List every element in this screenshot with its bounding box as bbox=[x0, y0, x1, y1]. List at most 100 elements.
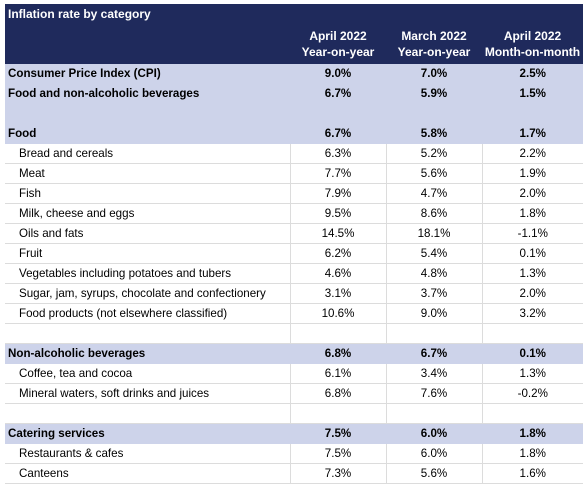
value-march-yoy bbox=[385, 103, 482, 124]
value-march-yoy bbox=[385, 323, 482, 344]
value-april-mom: 1.5% bbox=[481, 83, 583, 104]
value-april-mom: 1.8% bbox=[481, 423, 583, 444]
value-march-yoy: 7.6% bbox=[385, 383, 482, 404]
value-april-mom: -1.1% bbox=[481, 223, 583, 244]
table-row: Non-alcoholic beverages 6.8% 6.7% 0.1% bbox=[5, 343, 583, 364]
value-april-mom: 2.2% bbox=[481, 143, 583, 164]
column-header-line1: April 2022 bbox=[309, 29, 367, 43]
value-march-yoy: 8.6% bbox=[385, 203, 482, 224]
column-header-line1: April 2022 bbox=[503, 29, 562, 43]
value-april-yoy: 10.6% bbox=[289, 303, 386, 324]
value-april-yoy bbox=[289, 103, 386, 124]
value-march-yoy: 4.8% bbox=[385, 263, 482, 284]
row-label: Oils and fats bbox=[5, 223, 290, 244]
value-april-yoy: 7.5% bbox=[289, 423, 386, 444]
table-row: Consumer Price Index (CPI) 9.0% 7.0% 2.5% bbox=[5, 64, 583, 84]
value-march-yoy: 6.7% bbox=[385, 343, 482, 364]
value-april-mom bbox=[481, 323, 583, 344]
row-label: Vegetables including potatoes and tubers bbox=[5, 263, 290, 284]
row-label bbox=[5, 403, 290, 424]
table-row: Food and non-alcoholic beverages 6.7% 5.9%… bbox=[5, 83, 583, 104]
row-label bbox=[5, 103, 290, 124]
value-march-yoy bbox=[385, 403, 482, 424]
value-april-yoy bbox=[289, 323, 386, 344]
value-april-mom: 1.7% bbox=[481, 123, 583, 144]
value-april-mom: 1.8% bbox=[481, 203, 583, 224]
value-april-yoy: 14.5% bbox=[289, 223, 386, 244]
row-label bbox=[5, 323, 290, 344]
value-march-yoy: 18.1% bbox=[385, 223, 482, 244]
row-label: Food products (not elsewhere classified) bbox=[5, 303, 290, 324]
table-row: Bread and cereals 6.3% 5.2% 2.2% bbox=[5, 143, 583, 164]
column-header-row: April 2022 Year-on-year March 2022 Year-… bbox=[5, 24, 583, 64]
table-row: Food 6.7% 5.8% 1.7% bbox=[5, 123, 583, 144]
column-header-line2: Year-on-year bbox=[397, 45, 471, 59]
column-header-april-mom: April 2022 Month-on-month bbox=[482, 24, 583, 64]
value-april-yoy: 6.7% bbox=[289, 123, 386, 144]
value-april-yoy: 6.8% bbox=[289, 383, 386, 404]
value-march-yoy: 5.2% bbox=[385, 143, 482, 164]
value-april-yoy: 4.6% bbox=[289, 263, 386, 284]
value-april-yoy: 7.3% bbox=[289, 463, 386, 484]
column-header-line1: March 2022 bbox=[401, 29, 467, 43]
row-label: Milk, cheese and eggs bbox=[5, 203, 290, 224]
row-label: Restaurants & cafes bbox=[5, 443, 290, 464]
value-april-yoy: 7.7% bbox=[289, 163, 386, 184]
value-march-yoy: 4.7% bbox=[385, 183, 482, 204]
column-header-march-yoy: March 2022 Year-on-year bbox=[386, 24, 482, 64]
value-april-yoy: 3.1% bbox=[289, 283, 386, 304]
value-april-mom: 1.3% bbox=[481, 263, 583, 284]
row-label: Fruit bbox=[5, 243, 290, 264]
value-april-yoy: 6.2% bbox=[289, 243, 386, 264]
table-row: Food products (not elsewhere classified)… bbox=[5, 303, 583, 324]
value-april-yoy bbox=[289, 403, 386, 424]
row-label: Sugar, jam, syrups, chocolate and confec… bbox=[5, 283, 290, 304]
table-row: Fruit 6.2% 5.4% 0.1% bbox=[5, 243, 583, 264]
table-row: Catering services 7.5% 6.0% 1.8% bbox=[5, 423, 583, 444]
row-label: Food and non-alcoholic beverages bbox=[5, 83, 290, 104]
value-march-yoy: 7.0% bbox=[385, 64, 482, 84]
inflation-table-container: Inflation rate by category April 2022 Ye… bbox=[5, 4, 583, 484]
row-label: Canteens bbox=[5, 463, 290, 484]
value-april-yoy: 6.8% bbox=[289, 343, 386, 364]
table-row: Meat 7.7% 5.6% 1.9% bbox=[5, 163, 583, 184]
value-april-yoy: 6.1% bbox=[289, 363, 386, 384]
value-march-yoy: 5.8% bbox=[385, 123, 482, 144]
table-row: Coffee, tea and cocoa 6.1% 3.4% 1.3% bbox=[5, 363, 583, 384]
table-row bbox=[5, 103, 583, 124]
value-april-yoy: 9.0% bbox=[289, 64, 386, 84]
value-april-mom: 3.2% bbox=[481, 303, 583, 324]
value-april-mom: 2.0% bbox=[481, 183, 583, 204]
table-row: Vegetables including potatoes and tubers… bbox=[5, 263, 583, 284]
table-row: Oils and fats 14.5% 18.1% -1.1% bbox=[5, 223, 583, 244]
table-row bbox=[5, 323, 583, 344]
value-march-yoy: 3.7% bbox=[385, 283, 482, 304]
value-march-yoy: 5.6% bbox=[385, 163, 482, 184]
value-april-yoy: 7.5% bbox=[289, 443, 386, 464]
row-label: Meat bbox=[5, 163, 290, 184]
value-march-yoy: 6.0% bbox=[385, 443, 482, 464]
value-april-mom bbox=[481, 103, 583, 124]
inflation-table: Consumer Price Index (CPI) 9.0% 7.0% 2.5% Fo… bbox=[5, 64, 583, 484]
value-april-yoy: 9.5% bbox=[289, 203, 386, 224]
value-april-mom: 0.1% bbox=[481, 343, 583, 364]
value-april-mom: 2.0% bbox=[481, 283, 583, 304]
row-label: Food bbox=[5, 123, 290, 144]
value-april-mom: 0.1% bbox=[481, 243, 583, 264]
header-spacer bbox=[5, 24, 290, 64]
value-march-yoy: 5.4% bbox=[385, 243, 482, 264]
value-april-mom: 1.6% bbox=[481, 463, 583, 484]
row-label: Mineral waters, soft drinks and juices bbox=[5, 383, 290, 404]
column-header-line2: Month-on-month bbox=[484, 45, 581, 59]
value-april-mom: 1.8% bbox=[481, 443, 583, 464]
row-label: Coffee, tea and cocoa bbox=[5, 363, 290, 384]
row-label: Catering services bbox=[5, 423, 290, 444]
value-april-mom: 2.5% bbox=[481, 64, 583, 84]
value-march-yoy: 3.4% bbox=[385, 363, 482, 384]
value-march-yoy: 9.0% bbox=[385, 303, 482, 324]
value-april-mom: 1.9% bbox=[481, 163, 583, 184]
row-label: Non-alcoholic beverages bbox=[5, 343, 290, 364]
table-row bbox=[5, 403, 583, 424]
table-row: Sugar, jam, syrups, chocolate and confec… bbox=[5, 283, 583, 304]
column-header-line2: Year-on-year bbox=[301, 45, 375, 59]
